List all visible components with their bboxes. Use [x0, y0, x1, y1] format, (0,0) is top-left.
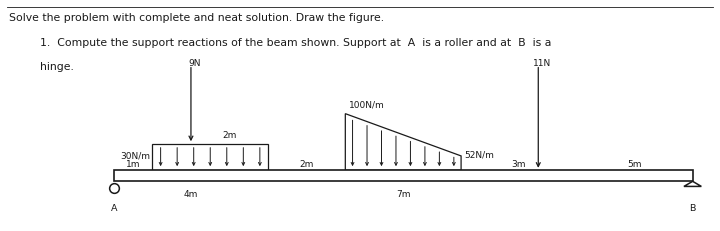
- Text: 3m: 3m: [512, 160, 526, 169]
- Text: 11N: 11N: [533, 59, 551, 68]
- Text: 100N/m: 100N/m: [349, 100, 384, 109]
- Text: 9N: 9N: [189, 59, 201, 68]
- Text: A: A: [110, 204, 117, 213]
- Text: 7m: 7m: [396, 190, 410, 199]
- Text: 2m: 2m: [222, 131, 237, 140]
- Text: 5m: 5m: [628, 160, 642, 169]
- Text: 2m: 2m: [300, 160, 314, 169]
- Polygon shape: [684, 181, 701, 186]
- Text: B: B: [690, 204, 696, 213]
- Text: 1.  Compute the support reactions of the beam shown. Support at  A  is a roller : 1. Compute the support reactions of the …: [40, 38, 551, 48]
- Text: 1m: 1m: [126, 160, 140, 169]
- Bar: [153, 144, 268, 170]
- Text: Solve the problem with complete and neat solution. Draw the figure.: Solve the problem with complete and neat…: [9, 13, 384, 23]
- Text: 4m: 4m: [184, 190, 198, 199]
- Text: 52N/m: 52N/m: [464, 150, 494, 159]
- Bar: [114, 170, 693, 181]
- Text: 30N/m: 30N/m: [120, 152, 150, 161]
- Polygon shape: [346, 114, 461, 170]
- Text: hinge.: hinge.: [40, 62, 73, 72]
